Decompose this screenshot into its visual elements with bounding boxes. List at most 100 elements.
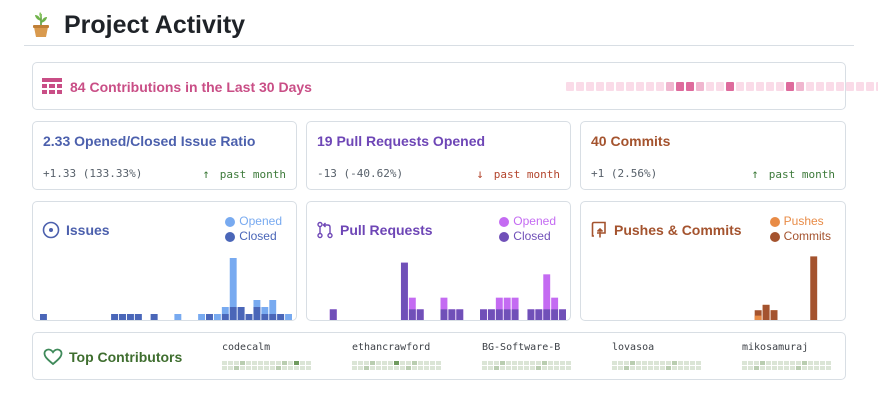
bar-series-0[interactable] <box>543 274 551 321</box>
contribution-cell <box>548 361 553 365</box>
bar-series-0[interactable] <box>198 314 206 321</box>
bar-series-0[interactable] <box>229 258 237 321</box>
legend-item-pushes[interactable]: Pushes <box>769 214 831 229</box>
contribution-day <box>736 82 744 91</box>
bar-series-1[interactable] <box>456 309 464 321</box>
bar-series-1[interactable] <box>503 309 511 321</box>
bar-series-1[interactable] <box>134 314 142 321</box>
stat-trend: ↑ past month <box>203 167 286 181</box>
contribution-day <box>706 82 714 91</box>
chart-legend: Opened Closed <box>499 214 556 244</box>
contribution-cell <box>784 361 789 365</box>
contributor-name[interactable]: BG-Software-B <box>482 342 561 353</box>
bar-series-1[interactable] <box>111 314 119 321</box>
contribution-cell <box>672 366 677 370</box>
bar-series-1[interactable] <box>206 314 213 321</box>
legend-item-opened[interactable]: Opened <box>225 214 282 229</box>
contribution-cell <box>772 361 777 365</box>
bar-series-1[interactable] <box>329 309 337 321</box>
legend-item-closed[interactable]: Closed <box>499 229 556 244</box>
bar-series-1[interactable] <box>543 309 551 321</box>
legend-item-commits[interactable]: Commits <box>769 229 831 244</box>
contribution-cell <box>826 366 831 370</box>
bar-series-1[interactable] <box>416 309 424 321</box>
bar-series-1[interactable] <box>408 309 416 321</box>
contributor[interactable]: lovasoa <box>612 342 701 370</box>
bar-series-0[interactable] <box>269 300 277 321</box>
bar-series-1[interactable] <box>229 307 237 321</box>
contribution-cell <box>548 366 553 370</box>
bar-series-1[interactable] <box>126 314 134 321</box>
bar-series-1[interactable] <box>245 314 253 321</box>
bar-series-0[interactable] <box>754 315 762 321</box>
bar-series-1[interactable] <box>495 309 503 321</box>
contribution-cell <box>678 361 683 365</box>
bar-series-0[interactable] <box>174 314 182 321</box>
bar-series-1[interactable] <box>511 309 519 321</box>
bar-series-1[interactable] <box>527 309 535 321</box>
bar-series-1[interactable] <box>535 309 543 321</box>
contributions-title: 84 Contributions in the Last 30 Days <box>70 79 312 95</box>
bar-series-1[interactable] <box>253 307 261 321</box>
contributor[interactable]: BG-Software-B <box>482 342 571 370</box>
bar-series-1[interactable] <box>237 307 245 321</box>
bar-series-0[interactable] <box>440 297 448 321</box>
bar-series-1[interactable] <box>40 314 47 321</box>
issue-opened-icon <box>42 221 60 239</box>
bar-series-0[interactable] <box>551 297 559 321</box>
bar-series-1[interactable] <box>770 310 778 321</box>
bar-series-0[interactable] <box>408 297 416 321</box>
bar-series-1[interactable] <box>269 314 277 321</box>
bar-series-1[interactable] <box>448 309 456 321</box>
arrow-down-icon: ↓ <box>476 167 484 181</box>
bar-series-1[interactable] <box>277 314 285 321</box>
contribution-cell <box>754 366 759 370</box>
bar-series-0[interactable] <box>261 307 269 321</box>
contributor-name[interactable]: mikosamuraj <box>742 342 809 353</box>
bar-series-1[interactable] <box>440 309 448 321</box>
contribution-cell <box>222 366 227 370</box>
bar-series-1[interactable] <box>754 310 762 321</box>
contribution-cell <box>294 361 299 365</box>
stat-title: 2.33 Opened/Closed Issue Ratio <box>43 133 256 149</box>
contributor[interactable]: ethancrawford <box>352 342 441 370</box>
contribution-cell <box>684 361 689 365</box>
bar-series-0[interactable] <box>495 297 503 321</box>
legend-item-opened[interactable]: Opened <box>499 214 556 229</box>
contributor[interactable]: mikosamuraj <box>742 342 831 370</box>
stat-card-pull-requests: 19 Pull Requests Opened -13 (-40.62%) ↓ p… <box>306 121 571 190</box>
contributor-name[interactable]: lovasoa <box>612 342 655 353</box>
contribution-cell <box>624 366 629 370</box>
bar-series-1[interactable] <box>762 304 770 321</box>
contribution-cell <box>784 366 789 370</box>
bar-series-0[interactable] <box>221 307 229 321</box>
bar-series-1[interactable] <box>400 262 408 321</box>
bar-series-1[interactable] <box>559 309 566 321</box>
bar-series-1[interactable] <box>119 314 126 321</box>
contribution-day <box>776 82 784 91</box>
bar-series-0[interactable] <box>285 314 292 321</box>
bar-series-0[interactable] <box>213 314 221 321</box>
bar-series-1[interactable] <box>221 314 229 321</box>
contribution-cell <box>424 361 429 365</box>
bar-series-1[interactable] <box>487 309 495 321</box>
contribution-cell <box>306 361 311 365</box>
legend-item-closed[interactable]: Closed <box>225 229 282 244</box>
contribution-day <box>826 82 834 91</box>
bar-series-0[interactable] <box>511 297 519 321</box>
bar-series-1[interactable] <box>551 309 559 321</box>
bar-series-1[interactable] <box>261 314 269 321</box>
contributor-name[interactable]: codecalm <box>222 342 271 353</box>
contributor[interactable]: codecalm <box>222 342 311 370</box>
bar-series-1[interactable] <box>150 314 158 321</box>
chart-title: Pull Requests <box>340 222 433 238</box>
contribution-day <box>846 82 854 91</box>
contribution-cell <box>506 361 511 365</box>
contribution-cell <box>306 366 311 370</box>
contribution-cell <box>370 366 375 370</box>
bar-series-1[interactable] <box>810 256 818 321</box>
contribution-cell <box>388 366 393 370</box>
contributor-name[interactable]: ethancrawford <box>352 342 431 353</box>
bar-series-1[interactable] <box>480 309 487 321</box>
bar-series-0[interactable] <box>503 297 511 321</box>
